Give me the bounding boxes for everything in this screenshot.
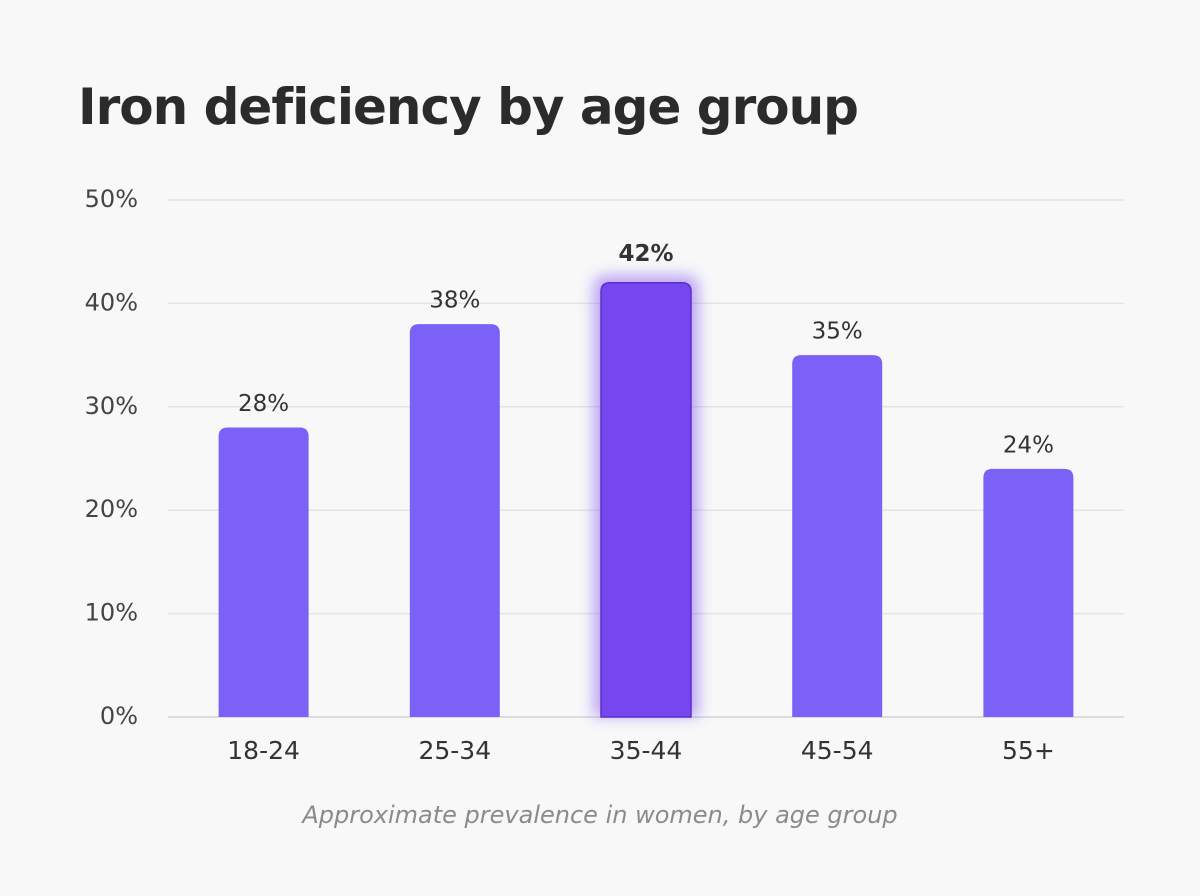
x-tick-label: 18-24 xyxy=(227,736,300,765)
x-tick-label: 55+ xyxy=(1002,736,1055,765)
y-tick-label: 40% xyxy=(85,288,138,316)
y-tick-label: 50% xyxy=(85,185,138,213)
chart-title: Iron deficiency by age group xyxy=(78,78,858,136)
value-label: 42% xyxy=(618,241,673,267)
value-label: 38% xyxy=(429,288,480,314)
bar xyxy=(792,355,883,717)
bar xyxy=(218,427,309,717)
y-tick-label: 0% xyxy=(100,702,138,730)
y-tick-label: 30% xyxy=(85,392,138,420)
value-label: 35% xyxy=(812,319,863,345)
x-tick-label: 25-34 xyxy=(418,736,491,765)
y-tick-label: 10% xyxy=(85,599,138,627)
bar xyxy=(983,468,1074,717)
x-tick-label: 45-54 xyxy=(801,736,874,765)
bar xyxy=(409,324,500,717)
value-label: 28% xyxy=(238,391,289,417)
y-tick-label: 20% xyxy=(85,495,138,523)
bar xyxy=(600,281,692,718)
caption: Approximate prevalence in women, by age … xyxy=(300,801,897,829)
value-label: 24% xyxy=(1003,432,1054,458)
x-tick-label: 35-44 xyxy=(610,736,683,765)
